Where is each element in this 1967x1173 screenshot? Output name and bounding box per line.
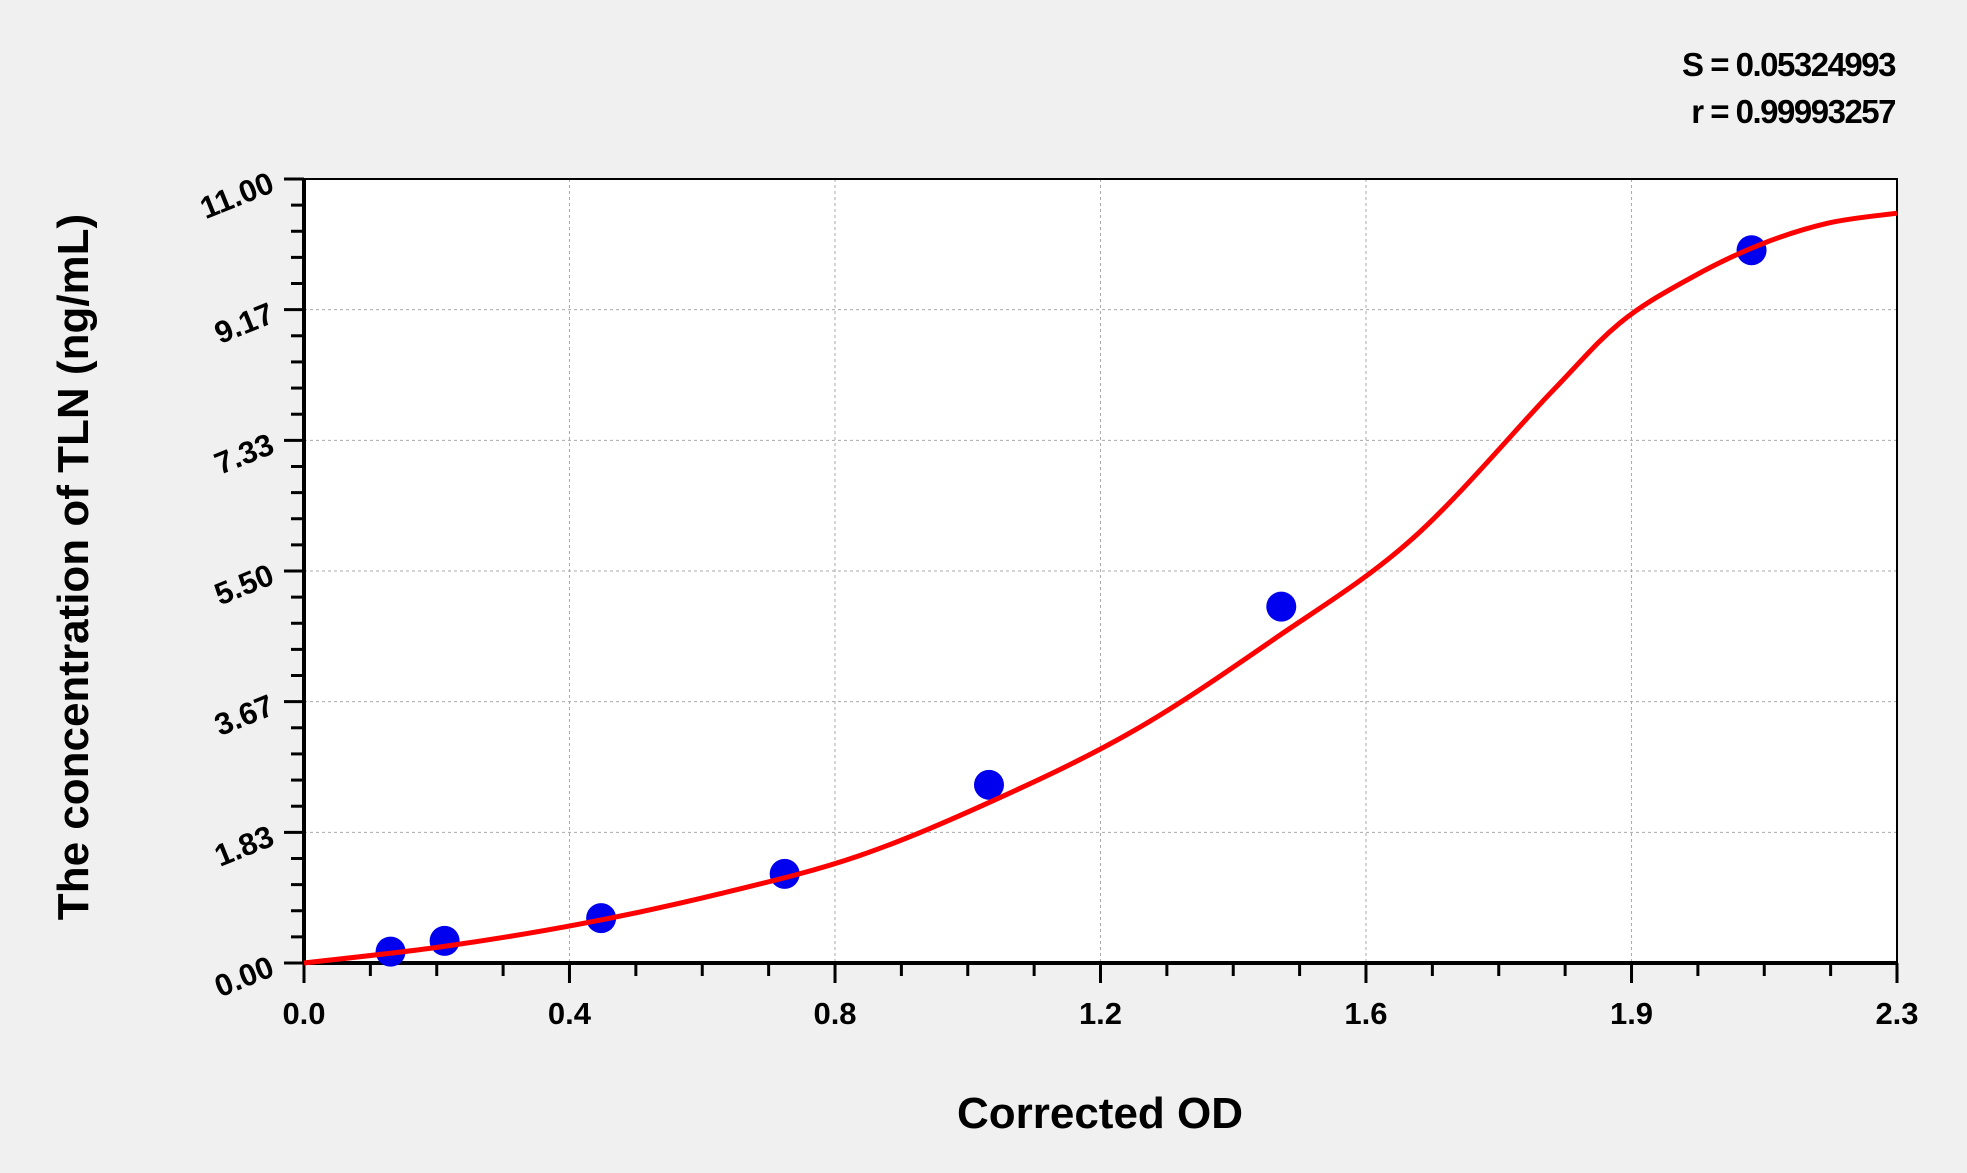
data-point	[1266, 591, 1297, 622]
x-tick-label: 1.2	[1079, 996, 1122, 1031]
curve-layer	[303, 210, 1898, 966]
y-tick-label: 7.33	[210, 426, 279, 481]
x-tick-label: 1.6	[1344, 996, 1387, 1031]
y-axis-title: The concentration of TLN (ng/mL)	[49, 214, 98, 920]
fitted-curve	[303, 210, 1898, 966]
x-axis-title: Corrected OD	[957, 1089, 1243, 1138]
annotation-s: S = 0.05324993	[1682, 46, 1896, 83]
y-tick-label: 5.50	[210, 557, 279, 612]
y-tick-label: 3.67	[210, 688, 279, 743]
x-tick-label: 2.3	[1875, 996, 1918, 1031]
y-tick-label: 0.00	[210, 949, 279, 1004]
data-point	[429, 925, 460, 956]
x-tick-label: 0.8	[813, 996, 856, 1031]
axes	[284, 177, 1899, 983]
x-tick-label: 0.4	[548, 996, 592, 1031]
y-tick-label: 1.83	[210, 818, 279, 873]
annotation-r: r = 0.99993257	[1691, 93, 1895, 130]
grid	[304, 179, 1897, 963]
x-tick-label: 0.0	[282, 996, 325, 1031]
x-tick-label: 1.9	[1610, 996, 1653, 1031]
y-tick-label: 11.00	[195, 165, 278, 226]
data-point	[973, 769, 1004, 800]
y-tick-label: 9.17	[210, 296, 279, 351]
